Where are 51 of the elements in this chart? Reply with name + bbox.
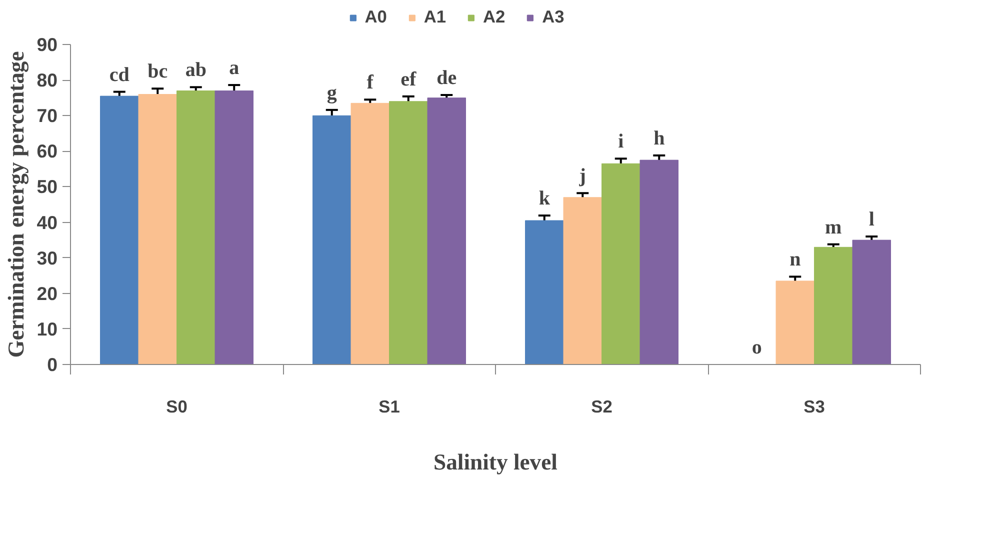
- y-tick-label: 20: [36, 282, 58, 304]
- data-label: l: [868, 208, 875, 230]
- y-tick-label: 10: [36, 318, 58, 340]
- y-tick-label: 50: [36, 176, 58, 198]
- data-label: o: [752, 336, 762, 358]
- data-label: ab: [185, 59, 206, 82]
- data-label: k: [538, 188, 551, 210]
- x-tick-label: S0: [166, 396, 188, 416]
- data-label: j: [578, 165, 586, 188]
- bar: [100, 96, 139, 364]
- x-tick-label: S2: [591, 396, 612, 416]
- bar: [814, 246, 853, 364]
- bar: [312, 115, 352, 364]
- data-label: h: [654, 127, 665, 150]
- bar: [602, 163, 640, 364]
- bar: [350, 102, 390, 364]
- legend-label: A2: [483, 6, 506, 28]
- bar: [525, 220, 564, 364]
- legend-label: A1: [424, 6, 446, 28]
- y-tick-label: 60: [36, 140, 58, 162]
- y-tick-label: 90: [36, 34, 58, 55]
- bar: [776, 280, 814, 364]
- data-label: i: [618, 130, 624, 153]
- y-tick-label: 0: [47, 354, 58, 375]
- data-label: cd: [109, 64, 130, 86]
- y-tick-label: 30: [36, 247, 58, 268]
- bar: [640, 160, 678, 364]
- data-label: g: [326, 82, 337, 104]
- bar: [427, 98, 466, 364]
- data-label: bc: [148, 60, 168, 83]
- data-label: de: [436, 66, 457, 89]
- x-tick-label: S1: [378, 396, 400, 416]
- y-tick-label: 80: [36, 70, 58, 91]
- data-label: f: [366, 72, 374, 94]
- bar: [563, 197, 602, 364]
- data-label: m: [825, 216, 842, 238]
- x-axis-title: Salinity level: [434, 450, 558, 474]
- y-tick-label: 70: [36, 105, 58, 126]
- bar: [138, 94, 177, 364]
- bar: [852, 240, 891, 364]
- bar: [389, 101, 428, 364]
- bar: [214, 90, 254, 364]
- x-tick-label: S3: [804, 396, 826, 416]
- y-tick-label: 40: [36, 212, 58, 233]
- bar: [176, 90, 216, 364]
- data-label: a: [229, 57, 240, 80]
- y-axis-title: Germination energy percentage: [4, 51, 29, 358]
- legend-label: A0: [364, 6, 387, 28]
- data-label: n: [790, 248, 801, 271]
- data-label: ef: [400, 68, 416, 90]
- legend-label: A3: [542, 6, 564, 28]
